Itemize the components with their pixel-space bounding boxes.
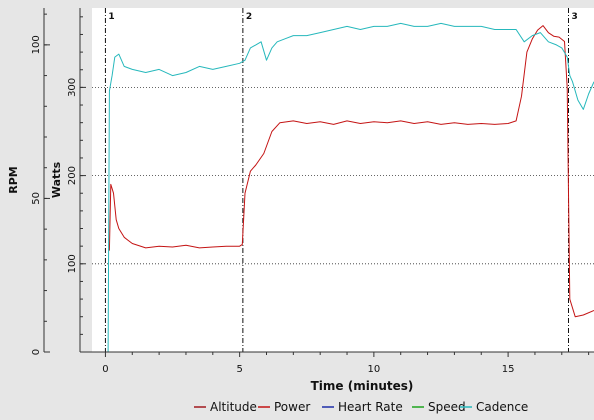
y-axis-title-watts: Watts [50, 161, 63, 198]
y-tick-label-rpm: 0 [31, 349, 42, 355]
y-tick-label-watts: 200 [67, 166, 78, 185]
y-tick-label-watts: 100 [67, 254, 78, 273]
legend-label: Altitude [210, 400, 257, 414]
legend-item: Heart Rate [322, 400, 403, 414]
x-tick-label: 0 [102, 364, 108, 375]
interval-label: 1 [108, 12, 114, 22]
legend-label: Speed [428, 400, 466, 414]
y-tick-label-rpm: 50 [31, 192, 42, 205]
x-tick-label: 5 [236, 364, 242, 375]
interval-label: 2 [246, 12, 252, 22]
legend: Altitude Power Heart Rate Speed Cadence [194, 400, 528, 414]
legend-label: Power [274, 400, 310, 414]
legend-item: Power [258, 400, 310, 414]
interval-label: 3 [571, 12, 577, 22]
legend-item: Altitude [194, 400, 257, 414]
x-tick-label: 10 [368, 364, 381, 375]
series-line-power [108, 25, 594, 318]
x-tick-label: 15 [502, 364, 515, 375]
plot-background [92, 8, 594, 352]
y-tick-label-rpm: 100 [31, 35, 42, 54]
legend-label: Cadence [476, 400, 528, 414]
series-line-cadence [107, 22, 594, 353]
legend-item: Cadence [460, 400, 528, 414]
legend-label: Heart Rate [338, 400, 403, 414]
y-axis-title-rpm: RPM [7, 166, 20, 193]
x-axis-title: Time (minutes) [311, 379, 414, 393]
y-tick-label-watts: 300 [67, 78, 78, 97]
legend-item: Speed [412, 400, 466, 414]
